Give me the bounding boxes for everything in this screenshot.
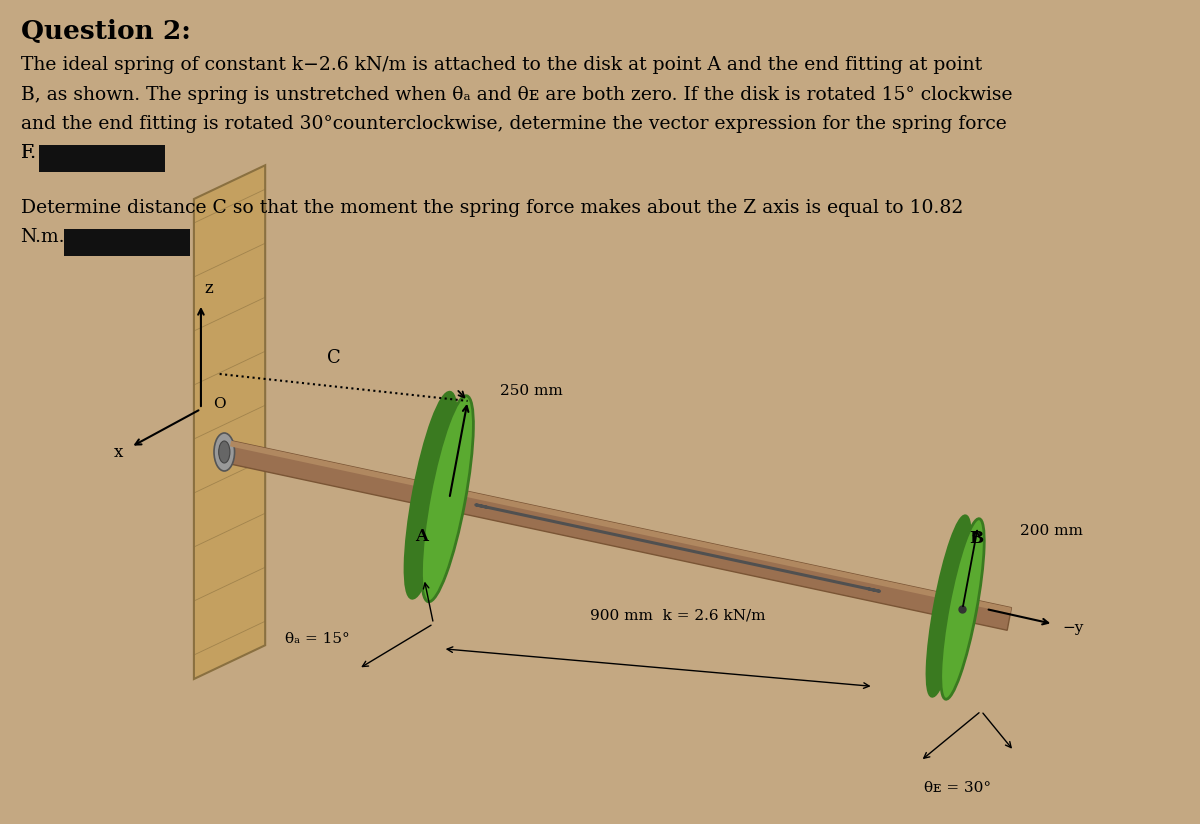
Text: and the end fitting is rotated 30°counterclockwise, determine the vector express: and the end fitting is rotated 30°counte… <box>20 115 1007 133</box>
Text: 200 mm: 200 mm <box>1020 524 1082 538</box>
Text: O: O <box>214 397 226 411</box>
Text: x: x <box>114 444 124 461</box>
Text: B, as shown. The spring is unstretched when θₐ and θᴇ are both zero. If the disk: B, as shown. The spring is unstretched w… <box>20 86 1012 104</box>
Ellipse shape <box>218 441 230 463</box>
Ellipse shape <box>214 433 234 471</box>
Polygon shape <box>194 166 265 679</box>
Text: 250 mm: 250 mm <box>500 384 563 398</box>
Text: Question 2:: Question 2: <box>20 19 191 44</box>
Polygon shape <box>230 441 1012 613</box>
Text: 900 mm  k = 2.6 kN/m: 900 mm k = 2.6 kN/m <box>590 608 766 622</box>
Text: C: C <box>328 349 341 368</box>
Text: −y: −y <box>1062 621 1084 635</box>
Text: A: A <box>415 528 427 545</box>
Text: F.: F. <box>20 144 36 162</box>
FancyBboxPatch shape <box>40 144 166 171</box>
Ellipse shape <box>406 392 457 598</box>
Text: θᴇ = 30°: θᴇ = 30° <box>924 781 991 795</box>
Ellipse shape <box>941 519 984 700</box>
Text: N.m.: N.m. <box>20 228 65 246</box>
Text: z: z <box>205 280 214 297</box>
Text: Determine distance C so that the moment the spring force makes about the Z axis : Determine distance C so that the moment … <box>20 199 962 217</box>
Polygon shape <box>227 441 1012 630</box>
Ellipse shape <box>926 516 971 696</box>
Text: B: B <box>970 531 984 547</box>
Text: The ideal spring of constant k−2.6 kN/m is attached to the disk at point A and t: The ideal spring of constant k−2.6 kN/m … <box>20 56 982 74</box>
Text: F.: F. <box>20 144 36 162</box>
Ellipse shape <box>421 396 474 602</box>
FancyBboxPatch shape <box>64 228 190 255</box>
Text: θₐ = 15°: θₐ = 15° <box>284 632 349 646</box>
